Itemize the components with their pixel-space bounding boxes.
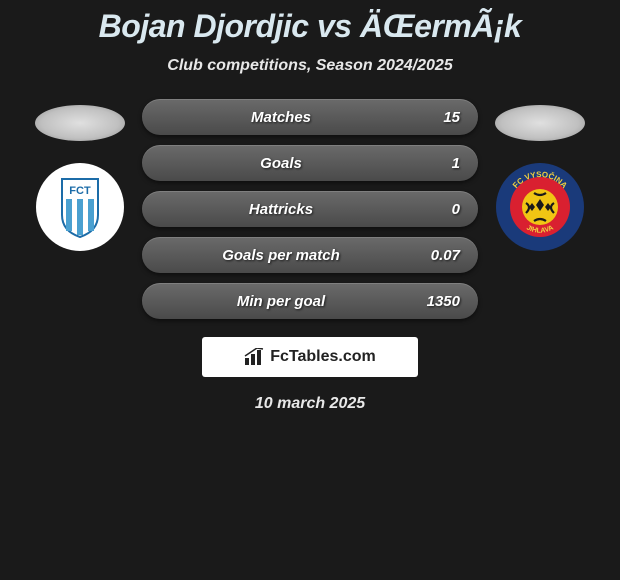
source-logo-bar: FcTables.com: [202, 337, 418, 377]
stats-column: Matches 15 Goals 1 Hattricks 0 Goals per…: [142, 99, 478, 319]
stat-label: Goals per match: [142, 247, 420, 264]
stat-value: 15: [420, 109, 460, 126]
left-team-badge: FCT: [36, 163, 124, 251]
left-player-col: FCT: [30, 99, 130, 251]
date-line: 10 march 2025: [255, 395, 365, 413]
logo-text: FcTables.com: [270, 348, 376, 366]
stat-bar-matches: Matches 15: [142, 99, 478, 135]
page-title: Bojan Djordjic vs ÄŒermÃ¡k: [99, 8, 522, 45]
left-badge-svg: FCT: [36, 163, 124, 251]
stat-value: 1350: [420, 293, 460, 310]
logo-inner: FcTables.com: [244, 348, 376, 366]
stat-bar-hattricks: Hattricks 0: [142, 191, 478, 227]
stat-bar-gpm: Goals per match 0.07: [142, 237, 478, 273]
stat-value: 1: [420, 155, 460, 172]
subtitle: Club competitions, Season 2024/2025: [167, 57, 452, 75]
main-row: FCT Matches 15 Goals 1 Hattricks 0 Goals…: [0, 99, 620, 319]
comparison-card: Bojan Djordjic vs ÄŒermÃ¡k Club competit…: [0, 0, 620, 413]
stat-label: Matches: [142, 109, 420, 126]
right-badge-svg: FC VYSOČINA JIHLAVA: [496, 163, 584, 251]
right-player-silhouette: [495, 105, 585, 141]
right-team-badge: FC VYSOČINA JIHLAVA: [496, 163, 584, 251]
svg-text:FCT: FCT: [69, 185, 91, 197]
stat-label: Min per goal: [142, 293, 420, 310]
stat-bar-mpg: Min per goal 1350: [142, 283, 478, 319]
bar-chart-icon: [244, 348, 266, 366]
stat-value: 0: [420, 201, 460, 218]
stat-value: 0.07: [420, 247, 460, 264]
left-player-silhouette: [35, 105, 125, 141]
stat-label: Goals: [142, 155, 420, 172]
stat-bar-goals: Goals 1: [142, 145, 478, 181]
right-player-col: FC VYSOČINA JIHLAVA: [490, 99, 590, 251]
stat-label: Hattricks: [142, 201, 420, 218]
